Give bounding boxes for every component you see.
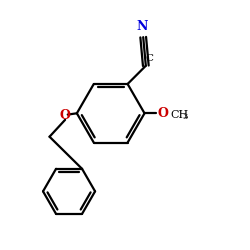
- Text: O: O: [60, 110, 70, 122]
- Text: 3: 3: [182, 114, 188, 122]
- Text: C: C: [145, 54, 153, 63]
- Text: O: O: [158, 107, 168, 120]
- Text: CH: CH: [170, 110, 189, 120]
- Text: N: N: [136, 20, 147, 33]
